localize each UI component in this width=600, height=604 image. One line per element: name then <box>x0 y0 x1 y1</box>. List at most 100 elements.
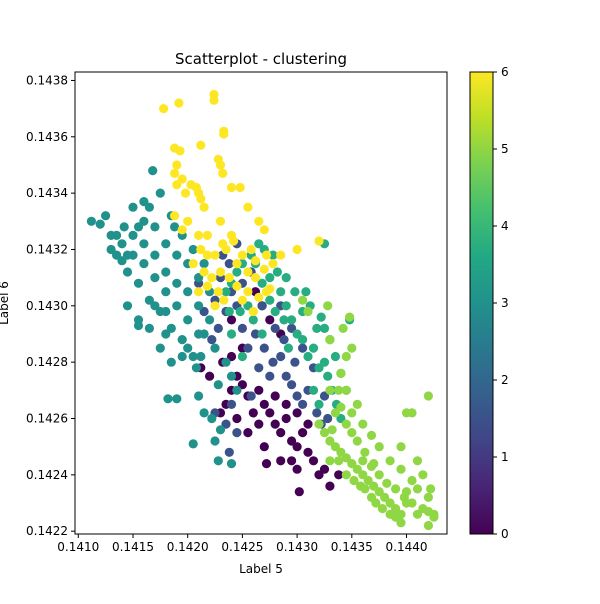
scatter-point-c1 <box>298 399 308 409</box>
scatter-point-c3 <box>248 315 258 325</box>
scatter-point-c3 <box>290 287 300 297</box>
scatter-point-c2 <box>139 259 149 269</box>
scatter-point-c4 <box>334 456 344 466</box>
scatter-point-c3 <box>281 273 291 283</box>
scatter-point-c4 <box>366 430 377 440</box>
scatter-point-c4 <box>377 504 387 514</box>
scatter-point-c3 <box>254 239 264 249</box>
scatter-point-c3 <box>265 295 275 305</box>
scatter-point-c2 <box>177 351 187 362</box>
x-tick-label: 0.1425 <box>221 540 263 554</box>
scatter-point-c4 <box>385 456 395 466</box>
scatter-point-c2 <box>199 408 209 418</box>
scatter-point-c5 <box>292 244 302 255</box>
scatter-point-c4 <box>358 419 368 429</box>
scatter-point-c3 <box>272 267 282 277</box>
scatter-point-c0 <box>259 442 269 452</box>
y-tick-label: 0.1436 <box>26 130 68 144</box>
scatter-point-c5 <box>196 194 206 204</box>
scatter-point-c4 <box>352 399 362 409</box>
scatter-point-c4 <box>382 478 392 488</box>
x-tick-label: 0.1440 <box>386 540 428 554</box>
scatter-point-c5 <box>237 295 247 305</box>
scatter-point-c4 <box>325 436 335 446</box>
scatter-point-c2 <box>221 357 231 367</box>
scatter-point-c5 <box>215 216 226 226</box>
scatter-point-c5 <box>210 250 220 260</box>
scatter-point-c4 <box>341 419 351 429</box>
plot-frame <box>74 71 448 535</box>
y-tick-label: 0.1434 <box>26 186 68 200</box>
scatter-point-c0 <box>308 456 319 466</box>
scatter-point-c5 <box>243 202 253 212</box>
scatter-point-c1 <box>281 371 291 381</box>
scatter-point-c5 <box>177 174 187 184</box>
scatter-point-c5 <box>177 225 187 235</box>
scatter-point-c5 <box>232 259 242 269</box>
scatter-point-c3 <box>312 323 322 333</box>
scatter-point-c4 <box>391 504 401 514</box>
scatter-point-c5 <box>202 250 212 260</box>
colorbar-tick-label: 4 <box>501 219 509 233</box>
scatter-point-c0 <box>281 399 291 409</box>
scatter-point-c2 <box>117 239 127 249</box>
scatter-point-c0 <box>281 413 291 424</box>
scatter-point-c2 <box>232 385 242 395</box>
scatter-point-c0 <box>205 371 215 381</box>
scatter-point-c2 <box>139 239 149 249</box>
scatter-point-c3 <box>323 371 333 381</box>
scatter-point-c4 <box>391 484 401 494</box>
scatter-point-c2 <box>183 343 193 353</box>
colorbar-tick-label: 6 <box>501 65 509 79</box>
scatter-point-c1 <box>246 391 256 401</box>
colorbar-tick-label: 5 <box>501 142 509 156</box>
scatter-point-c4 <box>374 442 384 452</box>
scatter-point-c4 <box>423 492 433 502</box>
scatter-point-c5 <box>237 250 247 260</box>
scatter-point-c3 <box>232 267 242 277</box>
scatter-point-c5 <box>210 301 220 311</box>
scatter-point-c5 <box>254 292 264 302</box>
x-axis-label: Label 5 <box>239 562 283 576</box>
scatter-point-c4 <box>358 470 368 480</box>
scatter-point-c1 <box>207 335 217 345</box>
scatter-point-c2 <box>163 394 173 404</box>
scatter-point-c5 <box>218 168 228 178</box>
scatter-point-c2 <box>183 315 193 325</box>
x-tick-label: 0.1410 <box>57 540 99 554</box>
scatter-point-c4 <box>374 487 384 497</box>
scatter-point-c2 <box>188 351 198 362</box>
scatter-point-c4 <box>371 498 381 508</box>
scatter-point-c5 <box>250 256 261 266</box>
scatter-point-c1 <box>221 419 231 429</box>
scatter-point-c3 <box>270 306 280 317</box>
scatter-point-c2 <box>101 211 111 221</box>
colorbar <box>469 71 494 535</box>
scatter-point-c0 <box>248 408 258 418</box>
scatter-point-c4 <box>426 484 436 494</box>
scatter-point-c5 <box>175 146 185 156</box>
scatter-point-c2 <box>213 380 223 390</box>
scatter-point-c2 <box>133 320 144 331</box>
scatter-point-c1 <box>199 306 209 317</box>
scatter-point-c5 <box>180 188 191 198</box>
scatter-point-c5 <box>229 236 239 246</box>
y-tick-label: 0.1426 <box>26 412 68 426</box>
scatter-point-c4 <box>325 385 335 395</box>
scatter-point-c4 <box>407 408 417 418</box>
y-tick-label: 0.1422 <box>26 524 68 538</box>
scatter-point-c0 <box>303 447 313 457</box>
scatter-point-c4 <box>423 520 433 531</box>
scatter-point-c4 <box>325 335 335 345</box>
scatter-point-c1 <box>243 343 253 353</box>
scatter-point-c4 <box>396 518 406 528</box>
scatter-point-c1 <box>276 351 286 362</box>
scatter-point-c2 <box>199 329 209 339</box>
scatter-point-c5 <box>226 182 237 193</box>
scatter-point-c5 <box>254 216 264 226</box>
scatter-point-c4 <box>347 343 357 353</box>
scatter-point-c1 <box>237 323 247 333</box>
scatter-point-c2 <box>161 239 171 249</box>
y-axis: 0.1422 0.1424 0.1426 0.1428 0.1430 0.1432 0.14… <box>26 73 75 538</box>
scatter-point-c2 <box>170 222 180 232</box>
